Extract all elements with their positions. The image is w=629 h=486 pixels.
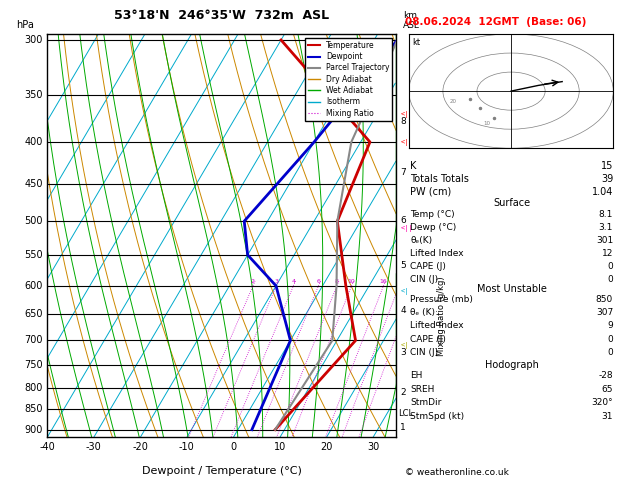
Text: 3: 3: [401, 348, 406, 357]
Text: 53°18'N  246°35'W  732m  ASL: 53°18'N 246°35'W 732m ASL: [114, 9, 330, 22]
Text: 800: 800: [25, 383, 43, 393]
Text: -40: -40: [39, 442, 55, 451]
Text: Lifted Index: Lifted Index: [410, 249, 464, 258]
Text: Most Unstable: Most Unstable: [477, 284, 547, 294]
Text: 39: 39: [601, 174, 613, 184]
Text: Surface: Surface: [493, 198, 530, 208]
Text: 0: 0: [608, 347, 613, 357]
Text: 750: 750: [25, 360, 43, 370]
Text: 307: 307: [596, 308, 613, 317]
Text: -30: -30: [86, 442, 102, 451]
Text: Hodograph: Hodograph: [485, 360, 538, 370]
Text: 850: 850: [596, 295, 613, 304]
Text: 400: 400: [25, 137, 43, 147]
Text: Lifted Index: Lifted Index: [410, 321, 464, 330]
Text: <||: <||: [401, 225, 414, 232]
Text: 4: 4: [291, 279, 296, 284]
Text: θₑ(K): θₑ(K): [410, 236, 432, 245]
Text: 6: 6: [316, 279, 320, 284]
Text: Pressure (mb): Pressure (mb): [410, 295, 473, 304]
Text: 0: 0: [230, 442, 237, 451]
Text: 301: 301: [596, 236, 613, 245]
Text: 0: 0: [608, 262, 613, 271]
Text: 16: 16: [379, 279, 387, 284]
Text: hPa: hPa: [16, 20, 33, 30]
Text: -28: -28: [598, 371, 613, 380]
Text: 1.04: 1.04: [592, 187, 613, 197]
Text: 65: 65: [601, 384, 613, 394]
Text: 600: 600: [25, 281, 43, 291]
Text: 8.1: 8.1: [599, 210, 613, 219]
Text: Dewp (°C): Dewp (°C): [410, 223, 457, 232]
Text: <|||: <|||: [401, 139, 418, 145]
Text: kt: kt: [412, 38, 420, 47]
Text: EH: EH: [410, 371, 423, 380]
Text: © weatheronline.co.uk: © weatheronline.co.uk: [405, 468, 509, 477]
Text: Mixing Ratio (g/kg): Mixing Ratio (g/kg): [437, 277, 446, 356]
Text: 20: 20: [450, 99, 457, 104]
Text: 10: 10: [484, 122, 491, 126]
Text: 1: 1: [401, 423, 406, 432]
Text: CIN (J): CIN (J): [410, 347, 438, 357]
Text: 10: 10: [348, 279, 355, 284]
Text: Temp (°C): Temp (°C): [410, 210, 455, 219]
Text: StmDir: StmDir: [410, 399, 442, 407]
Text: <|: <|: [401, 342, 409, 349]
Text: <||||: <||||: [401, 111, 422, 118]
Text: Totals Totals: Totals Totals: [410, 174, 469, 184]
Text: 6: 6: [401, 216, 406, 225]
Text: 3.1: 3.1: [599, 223, 613, 232]
Text: 7: 7: [401, 168, 406, 177]
Text: CAPE (J): CAPE (J): [410, 262, 446, 271]
Text: PW (cm): PW (cm): [410, 187, 452, 197]
Text: 650: 650: [25, 309, 43, 319]
Text: 12: 12: [602, 249, 613, 258]
Text: km
ASL: km ASL: [403, 11, 420, 30]
Text: 8: 8: [335, 279, 339, 284]
Text: StmSpd (kt): StmSpd (kt): [410, 412, 464, 421]
Text: 2: 2: [401, 388, 406, 397]
Text: <|: <|: [401, 288, 409, 295]
Text: 850: 850: [25, 404, 43, 415]
Text: 550: 550: [25, 250, 43, 260]
Text: CIN (J): CIN (J): [410, 275, 438, 284]
Text: θₑ (K): θₑ (K): [410, 308, 435, 317]
Text: 31: 31: [601, 412, 613, 421]
Text: 4: 4: [401, 306, 406, 315]
Text: 15: 15: [601, 160, 613, 171]
Text: 9: 9: [608, 321, 613, 330]
Text: 3: 3: [274, 279, 278, 284]
Text: CAPE (J): CAPE (J): [410, 334, 446, 344]
Text: 0: 0: [608, 275, 613, 284]
Text: -10: -10: [179, 442, 195, 451]
Text: 500: 500: [25, 216, 43, 226]
Text: SREH: SREH: [410, 384, 435, 394]
Text: 20: 20: [320, 442, 333, 451]
Text: 10: 10: [274, 442, 286, 451]
Text: 900: 900: [25, 425, 43, 434]
Text: 30: 30: [367, 442, 379, 451]
Text: 450: 450: [25, 179, 43, 189]
Text: 700: 700: [25, 335, 43, 346]
Text: 300: 300: [25, 35, 43, 45]
Text: 2: 2: [251, 279, 255, 284]
Text: 08.06.2024  12GMT  (Base: 06): 08.06.2024 12GMT (Base: 06): [405, 17, 586, 27]
Legend: Temperature, Dewpoint, Parcel Trajectory, Dry Adiabat, Wet Adiabat, Isotherm, Mi: Temperature, Dewpoint, Parcel Trajectory…: [305, 38, 392, 121]
Text: 350: 350: [25, 89, 43, 100]
Text: LCL: LCL: [399, 409, 414, 418]
Text: 8: 8: [401, 118, 406, 126]
Text: 0: 0: [608, 334, 613, 344]
Text: 320°: 320°: [591, 399, 613, 407]
Text: Dewpoint / Temperature (°C): Dewpoint / Temperature (°C): [142, 466, 302, 476]
Text: K: K: [410, 160, 416, 171]
Text: -20: -20: [132, 442, 148, 451]
Text: 5: 5: [401, 261, 406, 270]
